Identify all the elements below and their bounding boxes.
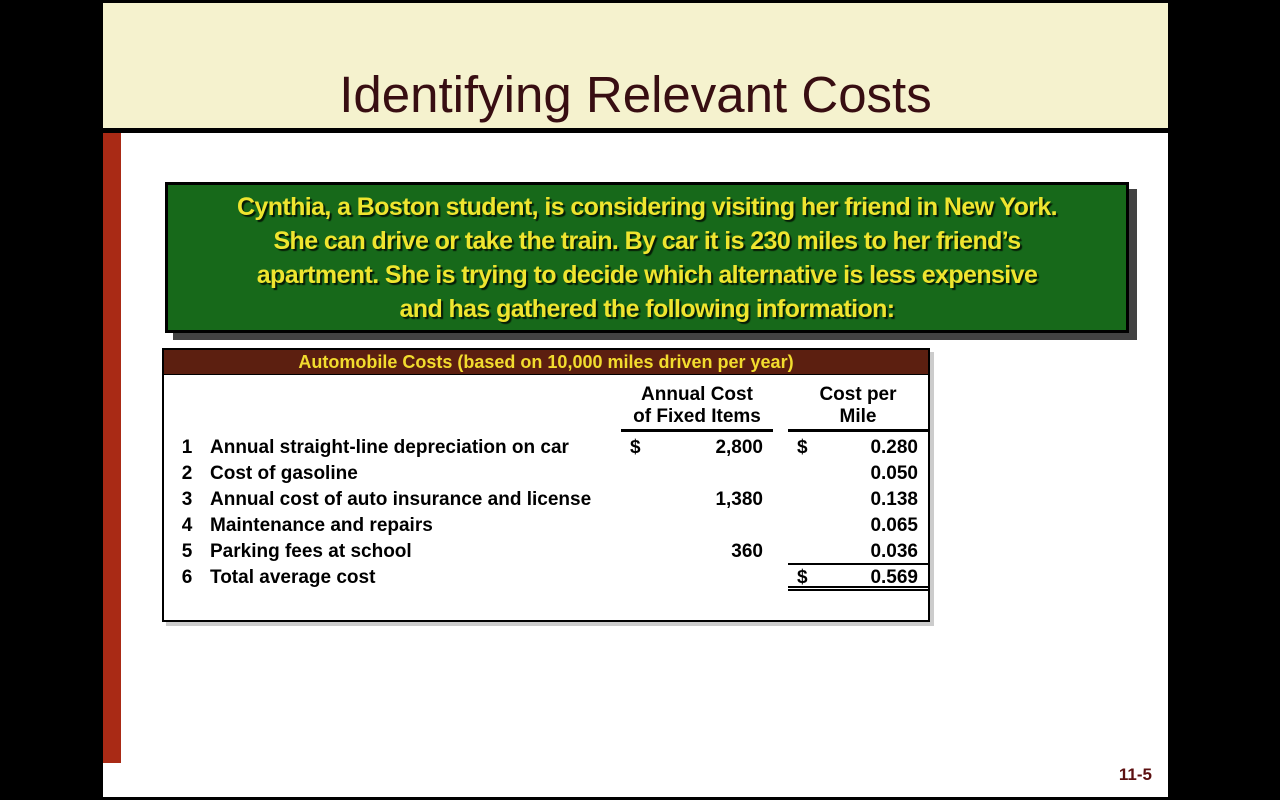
cell-value: 360 [731, 541, 763, 562]
column-gap [773, 461, 788, 487]
column-gap [773, 513, 788, 539]
cell-value: 2,800 [715, 437, 763, 458]
cost-per-mile-cell: 0.138 [788, 487, 928, 513]
annual-cost-cell: 360 [621, 539, 773, 565]
row-description: Annual straight-line depreciation on car [210, 437, 569, 458]
cost-per-mile-cell: 0.050 [788, 461, 928, 487]
callout-line: She can drive or take the train. By car … [273, 226, 1021, 255]
scenario-callout-box: Cynthia, a Boston student, is considerin… [165, 182, 1129, 333]
currency-symbol: $ [797, 437, 808, 458]
row-description: Annual cost of auto insurance and licens… [210, 489, 592, 510]
cell-value: 0.280 [870, 437, 918, 458]
column-header-line: Annual Cost [641, 384, 753, 405]
table-row: 4 Maintenance and repairs 0.065 [164, 513, 928, 539]
title-band: Identifying Relevant Costs [103, 3, 1168, 128]
left-accent-bar [103, 133, 121, 763]
column-header-cost-per-mile: Cost per Mile [788, 384, 928, 432]
cost-per-mile-cell: $ 0.569 [788, 565, 928, 591]
column-gap [773, 565, 788, 591]
annual-cost-cell [621, 565, 773, 591]
table-title: Automobile Costs (based on 10,000 miles … [164, 350, 928, 375]
annual-cost-cell [621, 461, 773, 487]
cell-value: 0.050 [870, 463, 918, 484]
cost-per-mile-cell: 0.065 [788, 513, 928, 539]
annual-cost-cell: 1,380 [621, 487, 773, 513]
table-row-total: 6 Total average cost $ 0.569 [164, 565, 928, 591]
row-description: Parking fees at school [210, 541, 412, 562]
automobile-costs-table: Automobile Costs (based on 10,000 miles … [162, 348, 930, 622]
table-row: 3 Annual cost of auto insurance and lice… [164, 487, 928, 513]
cell-value: 0.138 [870, 489, 918, 510]
cell-value: 1,380 [715, 489, 763, 510]
row-number: 3 [181, 489, 193, 510]
column-header-empty [210, 384, 621, 432]
row-description: Cost of gasoline [210, 463, 358, 484]
cost-per-mile-cell: $ 0.280 [788, 435, 928, 461]
annual-cost-cell [621, 513, 773, 539]
column-header-line: Cost per [819, 384, 897, 405]
page-number: 11-5 [1118, 765, 1152, 784]
row-number: 4 [181, 515, 193, 536]
cell-value: 0.065 [870, 515, 918, 536]
table-row: 1 Annual straight-line depreciation on c… [164, 435, 928, 461]
table-column-headers: Annual Cost of Fixed Items Cost per Mile [164, 384, 928, 432]
annual-cost-cell: $ 2,800 [621, 435, 773, 461]
callout-line: and has gathered the following informati… [399, 294, 895, 323]
row-number: 6 [181, 567, 193, 588]
column-header-annual-cost: Annual Cost of Fixed Items [621, 384, 773, 432]
currency-symbol: $ [797, 567, 808, 588]
cell-value: 0.036 [870, 541, 918, 562]
table-row: 2 Cost of gasoline 0.050 [164, 461, 928, 487]
row-number: 2 [181, 463, 193, 484]
column-gap [773, 487, 788, 513]
cell-value: 0.569 [870, 567, 918, 588]
slide: Identifying Relevant Costs Cynthia, a Bo… [103, 3, 1168, 797]
currency-symbol: $ [630, 437, 641, 458]
table-body: 1 Annual straight-line depreciation on c… [164, 435, 928, 591]
column-header-empty [164, 384, 210, 432]
row-description: Maintenance and repairs [210, 515, 433, 536]
title-divider-rule [103, 128, 1168, 133]
slide-title: Identifying Relevant Costs [339, 66, 932, 123]
row-number: 1 [181, 437, 193, 458]
row-number: 5 [181, 541, 193, 562]
table-row: 5 Parking fees at school 360 0.036 [164, 539, 928, 565]
cost-per-mile-cell: 0.036 [788, 539, 928, 565]
column-gap [773, 384, 788, 432]
callout-line: Cynthia, a Boston student, is considerin… [236, 192, 1058, 221]
row-description: Total average cost [210, 567, 376, 588]
callout-line: apartment. She is trying to decide which… [256, 260, 1038, 289]
column-gap [773, 435, 788, 461]
column-gap [773, 539, 788, 565]
column-header-line: Mile [839, 406, 877, 427]
column-header-line: of Fixed Items [633, 406, 761, 427]
